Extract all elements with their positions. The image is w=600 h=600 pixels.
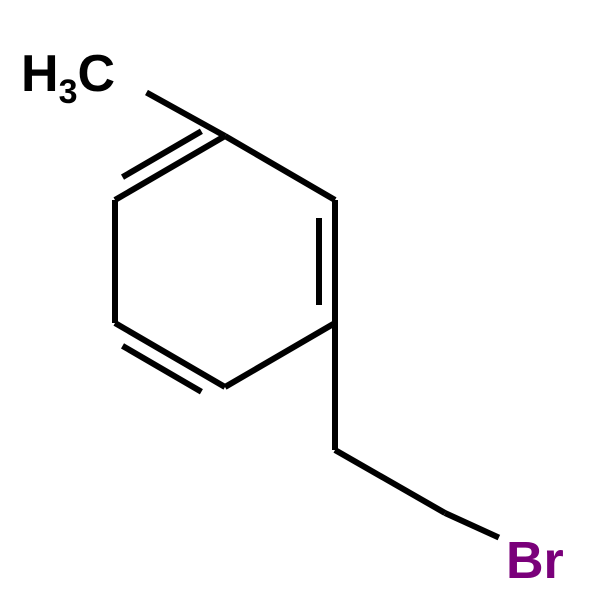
bond-line [115,323,225,387]
bond-line [335,450,445,513]
bond-line [115,136,225,200]
bond-line [146,92,225,136]
bond-line [225,323,335,387]
bond-line [225,136,335,200]
atom-label: Br [506,532,564,590]
atom-label: H3C [21,45,115,111]
bond-line [445,513,499,538]
